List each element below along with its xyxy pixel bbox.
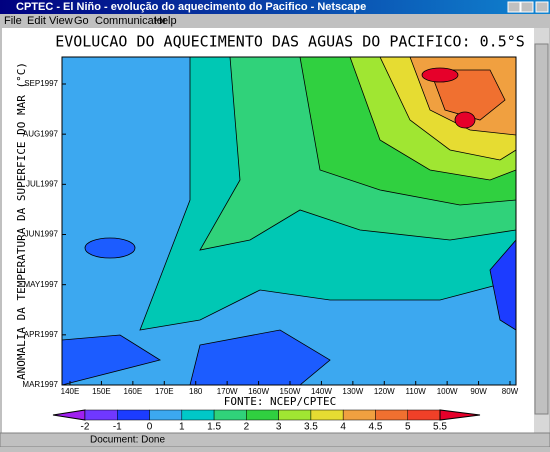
- menu-item[interactable]: View: [49, 15, 73, 27]
- menu-item[interactable]: Communicator: [95, 15, 167, 27]
- window-title: CPTEC - El Niño - evolução do aqueciment…: [16, 1, 366, 13]
- maximize-button[interactable]: [520, 1, 534, 13]
- y-tick-label: MAY1997: [23, 280, 58, 289]
- x-tick-label: 170W: [217, 387, 238, 396]
- colorbar-segment: [407, 409, 441, 421]
- colorbar-segment: [84, 409, 118, 421]
- colorbar-end: [439, 409, 481, 421]
- colorbar-segment: [375, 409, 408, 421]
- y-tick-label: APR1997: [24, 330, 59, 339]
- status-bar: [0, 432, 550, 448]
- colorbar-segment: [342, 409, 376, 421]
- colorbar-label: 3.5: [304, 422, 318, 433]
- title-bar: [0, 0, 550, 14]
- colorbar-label: -2: [81, 422, 90, 433]
- x-tick-label: 140W: [311, 387, 332, 396]
- colorbar-segment: [213, 409, 247, 421]
- x-tick-label: 160W: [248, 387, 269, 396]
- x-tick-label: 170E: [155, 387, 174, 396]
- y-tick-label: JUL1997: [26, 179, 59, 188]
- menu-item[interactable]: File: [4, 15, 22, 27]
- x-tick-label: 140E: [61, 387, 80, 396]
- y-tick-label: SEP1997: [24, 79, 58, 88]
- colorbar: -2 -1 0 1 1.5 2 3 3.5 4 4.5 5 5.5: [52, 409, 481, 433]
- figure-title: EVOLUCAO DO AQUECIMENTO DAS AGUAS DO PAC…: [55, 33, 525, 51]
- colorbar-segment: [310, 409, 344, 421]
- close-button[interactable]: [535, 1, 549, 13]
- colorbar-label: 4: [340, 422, 346, 433]
- x-tick-label: 110W: [406, 387, 427, 396]
- colorbar-label: 1.5: [207, 422, 221, 433]
- x-tick-label: 180: [189, 387, 203, 396]
- x-tick-label: 160E: [124, 387, 143, 396]
- colorbar-segment: [278, 409, 312, 421]
- colorbar-label: 3: [276, 422, 282, 433]
- colorbar-label: -1: [113, 422, 122, 433]
- y-tick-label: AUG1997: [23, 129, 59, 138]
- colorbar-label: 2: [244, 422, 250, 433]
- y-tick-label: MAR1997: [22, 380, 58, 389]
- x-tick-label: 90W: [470, 387, 487, 396]
- minimize-button[interactable]: [507, 1, 521, 13]
- y-tick-label: JUN1997: [25, 230, 59, 239]
- x-tick-label: 80W: [502, 387, 519, 396]
- colorbar-label: 5: [405, 422, 411, 433]
- axes: SEP1997 AUG1997 JUL1997 JUN1997 MAY1997 APR19…: [22, 79, 518, 396]
- x-tick-label: 120W: [374, 387, 395, 396]
- menu-item[interactable]: Help: [154, 15, 177, 27]
- x-tick-label: 100W: [437, 387, 458, 396]
- colorbar-label: 1: [179, 422, 185, 433]
- colorbar-segment: [246, 409, 279, 421]
- status-text: Document: Done: [90, 435, 165, 446]
- y-axis-label: ANOMALIA DA TEMPERATURA DA SUPERFICE DO …: [15, 62, 28, 380]
- scroll-thumb[interactable]: [534, 43, 549, 415]
- x-tick-label: 150W: [280, 387, 301, 396]
- menu-item[interactable]: Go: [74, 15, 89, 27]
- colorbar-label: 5.5: [433, 422, 447, 433]
- source-note: FONTE: NCEP/CPTEC: [224, 395, 337, 408]
- colorbar-segment: [149, 409, 183, 421]
- colorbar-label: 4.5: [369, 422, 383, 433]
- colorbar-segment: [117, 409, 150, 421]
- x-tick-label: 150E: [92, 387, 111, 396]
- menu-item[interactable]: Edit: [27, 15, 46, 27]
- contour-field: [61, 56, 517, 386]
- window-buttons[interactable]: [507, 1, 549, 13]
- plot-frame: [61, 56, 517, 386]
- colorbar-label: 0: [147, 422, 153, 433]
- x-tick-label: 130W: [342, 387, 363, 396]
- colorbar-segment: [181, 409, 215, 421]
